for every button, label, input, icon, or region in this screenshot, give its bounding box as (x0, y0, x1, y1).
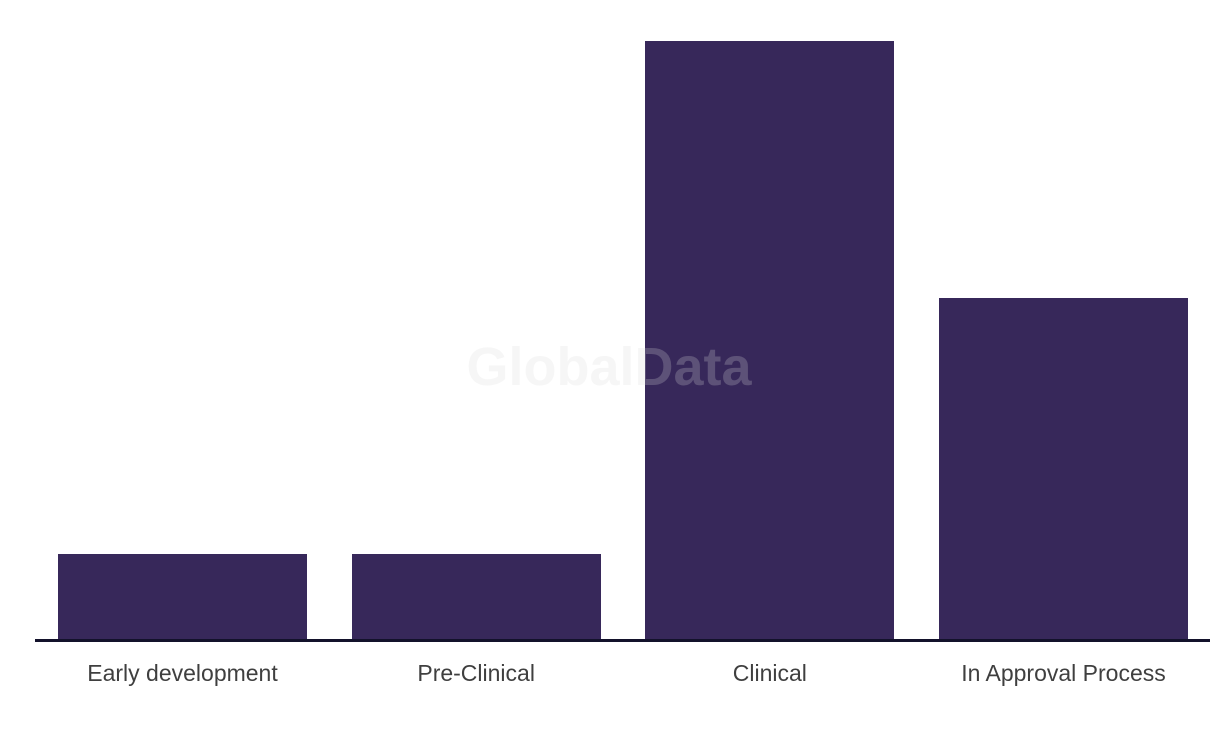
x-axis-labels: Early development Pre-Clinical Clinical In … (58, 652, 1188, 694)
bar-early-development[interactable] (58, 554, 307, 640)
plot-area (58, 0, 1188, 640)
x-axis-line (35, 639, 1210, 642)
bar-clinical[interactable] (645, 41, 895, 640)
x-axis-label: Early development (87, 660, 278, 686)
x-axis-label: Clinical (732, 660, 807, 686)
bar-in-approval-process[interactable] (938, 298, 1188, 640)
x-axis-label: In Approval Process (961, 660, 1166, 686)
x-axis-label: Pre-Clinical (417, 660, 535, 686)
bar-pre-clinical[interactable] (351, 554, 601, 640)
